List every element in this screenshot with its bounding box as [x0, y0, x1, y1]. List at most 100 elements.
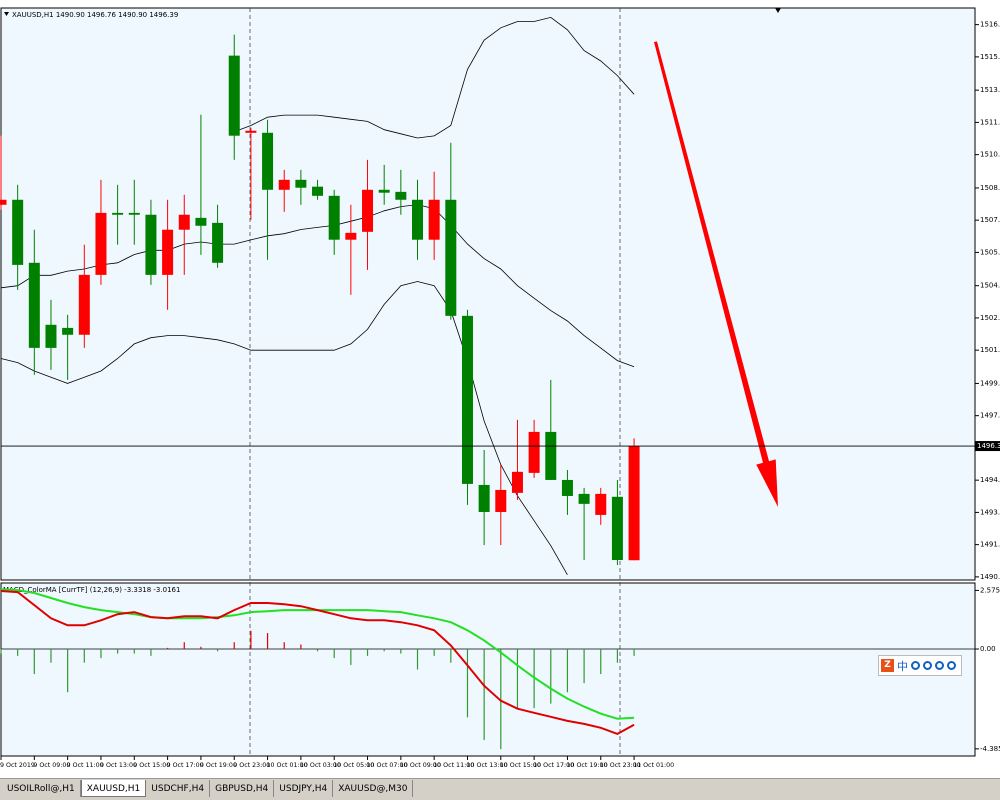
- y-tick-label: 1507.25: [980, 216, 1000, 224]
- x-tick-label: 9 Oct 2019: [0, 762, 35, 769]
- candle-body: [295, 179, 307, 188]
- indicator-label: MACD_ColorMA [CurrTF] (12,26,9) -3.3318 …: [3, 586, 180, 594]
- x-tick-label: 9 Oct 13:00: [100, 762, 137, 769]
- x-tick-label: 10 Oct 09:00: [400, 762, 441, 769]
- x-tick-label: 10 Oct 07:00: [367, 762, 408, 769]
- y-tick-label: 1516.65: [980, 21, 1000, 29]
- tab[interactable]: XAUUSD,H1: [80, 780, 147, 797]
- indicator-line: [0, 590, 635, 735]
- candle-body: [0, 199, 7, 205]
- icon: [947, 661, 956, 670]
- tab[interactable]: USDJPY,H4: [274, 780, 334, 797]
- y-tick-label: 1491.65: [980, 541, 1000, 549]
- candle-body: [278, 179, 290, 190]
- candle-body: [245, 130, 257, 133]
- y-tick-label: 1515.10: [980, 53, 1000, 61]
- candle-body: [178, 214, 190, 230]
- x-tick-label: 10 Oct 13:00: [466, 762, 507, 769]
- x-tick-label: 9 Oct 15:00: [133, 762, 170, 769]
- chart-header: XAUUSD,H1 1490.90 1496.76 1490.90 1496.3…: [12, 11, 178, 19]
- x-tick-label: 10 Oct 15:00: [500, 762, 541, 769]
- y-tick-label: 1505.70: [980, 248, 1000, 256]
- y-tick-label: 1508.80: [980, 184, 1000, 192]
- x-tick-label: 9 Oct 11:00: [67, 762, 104, 769]
- y-tick-label: 1504.10: [980, 282, 1000, 290]
- candle-body: [412, 199, 423, 240]
- y-tick-label: 1497.85: [980, 412, 1000, 420]
- candle-body: [362, 189, 374, 232]
- y-tick-label: 2.575: [980, 586, 1000, 594]
- candle-body: [78, 274, 90, 335]
- y-tick-label: 1501.00: [980, 346, 1000, 354]
- candle-body: [112, 212, 124, 215]
- y-tick-label: 1490.10: [980, 573, 1000, 581]
- x-tick-label: 10 Oct 19:00: [566, 762, 607, 769]
- candle-body: [128, 212, 140, 215]
- tab[interactable]: GBPUSD,H4: [210, 780, 275, 797]
- plot-layer: 1516.65 1515.10 1513.50 1511.95 1510.40 1508.…: [0, 16, 1000, 769]
- candle-body: [561, 479, 573, 496]
- x-tick-label: 9 Oct 23:00: [233, 762, 270, 769]
- candle-body: [28, 262, 40, 348]
- candle-body: [445, 199, 457, 316]
- y-tick-label: 1502.55: [980, 314, 1000, 322]
- candle-body: [212, 222, 224, 263]
- candle-body: [611, 496, 623, 561]
- menu-marker: [4, 12, 9, 16]
- candle-body: [145, 214, 157, 275]
- chart: XAUUSD,H1 1490.90 1496.76 1490.90 1496.3…: [0, 7, 1000, 769]
- icon: [935, 661, 944, 670]
- indicator-pane: [0, 582, 976, 757]
- candle-body: [12, 199, 24, 265]
- candle-body: [478, 484, 490, 512]
- trend-arrow: [654, 41, 778, 507]
- y-tick-label: -4.3855: [980, 745, 1000, 753]
- band-line: [0, 281, 568, 575]
- tab[interactable]: USDCHF,H4: [146, 780, 211, 797]
- candle-body: [45, 324, 57, 348]
- candle-body: [378, 189, 390, 193]
- x-tick-label: 10 Oct 05:00: [333, 762, 374, 769]
- x-tick-label: 10 Oct 23:00: [600, 762, 641, 769]
- x-tick-label: 10 Oct 11:00: [433, 762, 474, 769]
- x-tick-label: 10 Oct 17:00: [533, 762, 574, 769]
- candle-body: [262, 132, 274, 190]
- candle-body: [578, 493, 590, 504]
- candle-body: [62, 327, 74, 335]
- y-tick-label: 1494.75: [980, 476, 1000, 484]
- icon: [911, 661, 920, 670]
- shift-marker: [775, 8, 781, 13]
- candle-body: [545, 431, 557, 480]
- last-price-label: 1496.39: [977, 442, 1000, 450]
- toolbar: Z 中: [878, 655, 962, 676]
- logo: Z: [881, 659, 894, 672]
- candle-body: [195, 217, 207, 226]
- candle-body: [228, 55, 240, 136]
- band-line: [0, 204, 635, 368]
- candle-body: [595, 493, 607, 515]
- candle-body: [428, 199, 440, 240]
- candle-body: [328, 195, 340, 240]
- candle-body: [628, 446, 640, 561]
- x-tick-label: 10 Oct 01:00: [267, 762, 308, 769]
- candle-body: [495, 489, 507, 512]
- candle-body: [312, 186, 324, 196]
- tab-bar: USOILRoll@,H1 XAUUSD,H1 USDCHF,H4 GBPUSD,H4…: [0, 778, 1000, 800]
- tab[interactable]: XAUUSD@,M30: [333, 780, 414, 797]
- y-tick-label: 1513.50: [980, 86, 1000, 94]
- y-tick-label: 0.00: [980, 645, 996, 653]
- x-tick-label: 10 Oct 03:00: [300, 762, 341, 769]
- candle-body: [511, 471, 523, 493]
- tab[interactable]: USOILRoll@,H1: [2, 780, 81, 797]
- toolbar-text: 中: [897, 659, 908, 673]
- candle-body: [95, 212, 107, 275]
- band-line: [234, 16, 635, 139]
- candle-body: [345, 232, 357, 240]
- price-pane: [0, 7, 976, 581]
- candle-body: [461, 315, 473, 484]
- candle-body: [528, 431, 540, 473]
- last-price-box: [975, 441, 1000, 452]
- candle-body: [395, 191, 407, 200]
- candle-body: [162, 229, 174, 275]
